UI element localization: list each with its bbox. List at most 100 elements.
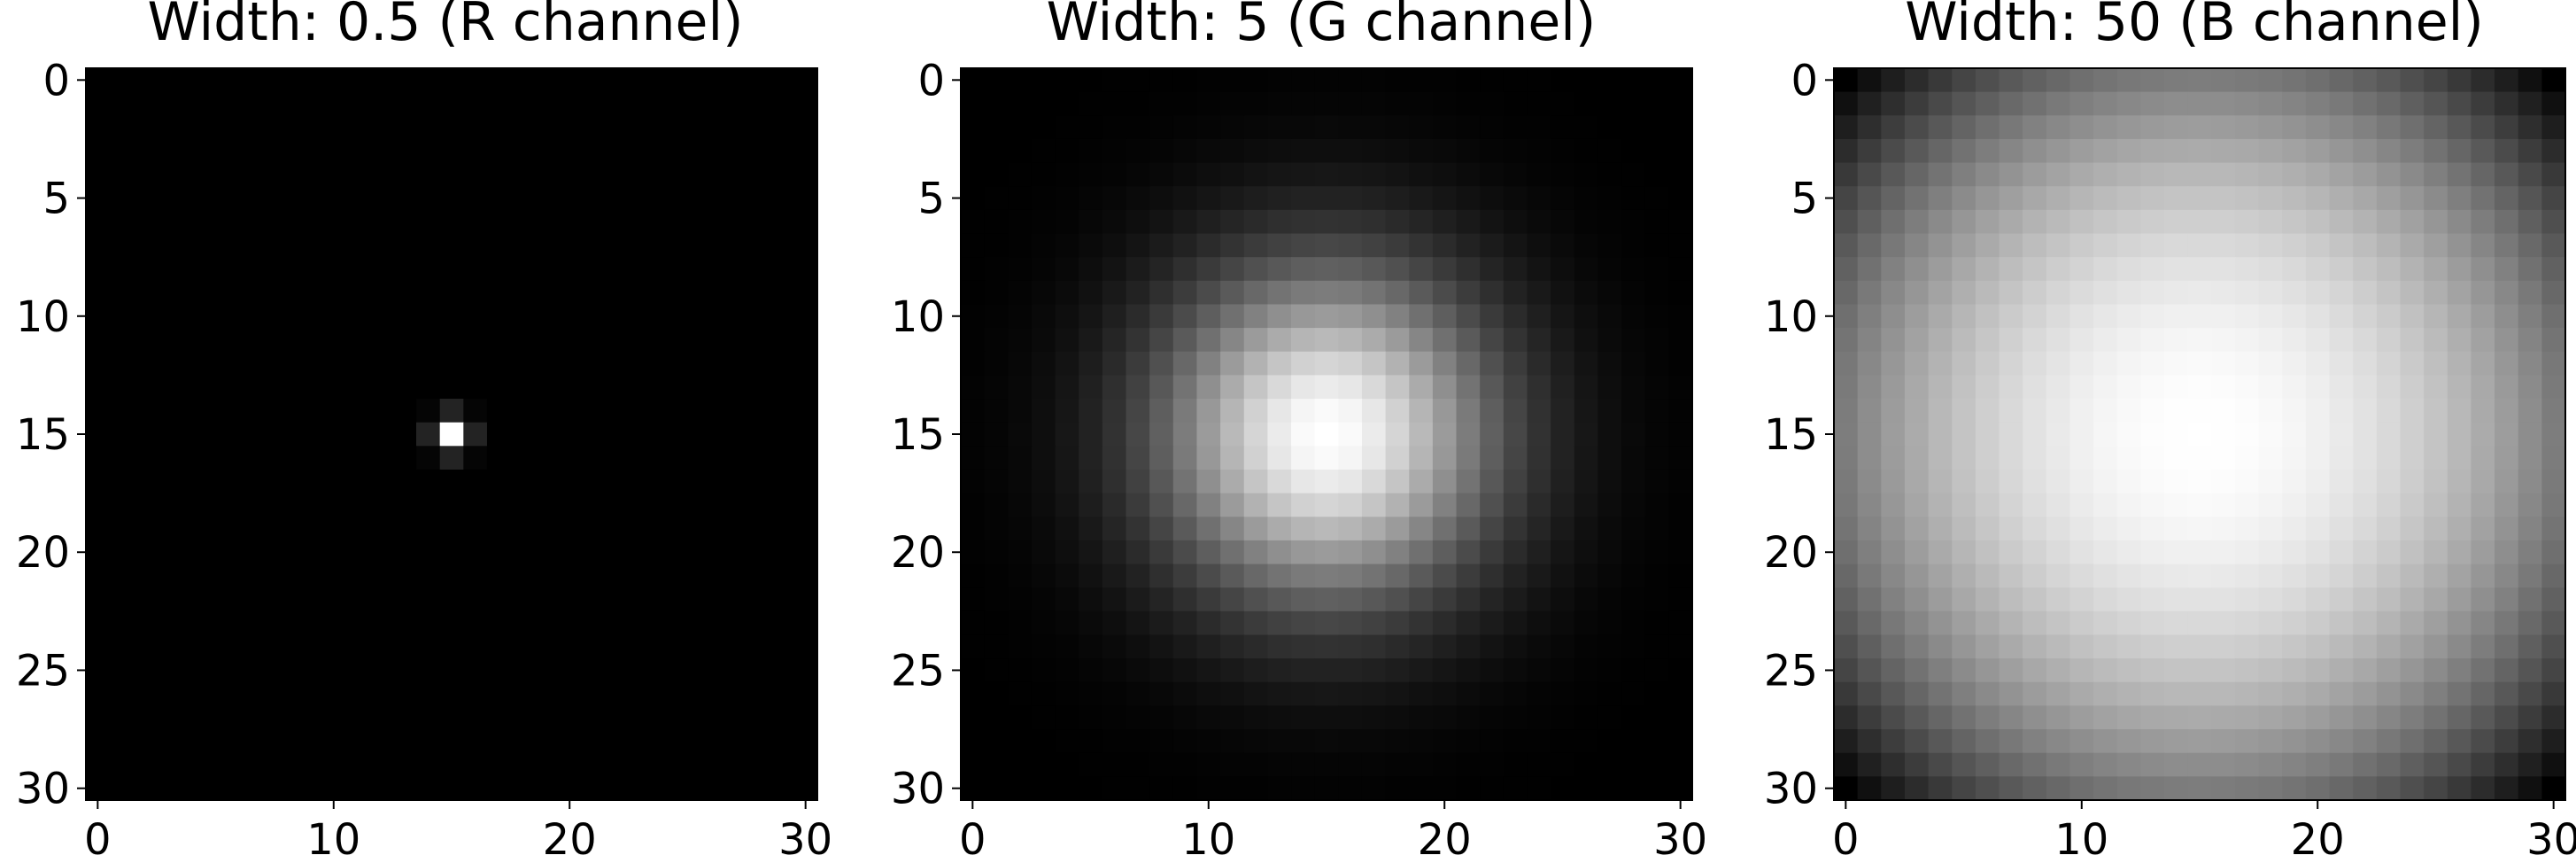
heatmap-cell <box>345 351 370 376</box>
heatmap-cell <box>439 351 464 376</box>
heatmap-cell <box>984 186 1009 211</box>
heatmap-cell <box>1361 399 1387 424</box>
heatmap-cell <box>1904 280 1930 306</box>
heatmap-cell <box>109 610 134 636</box>
heatmap-cell <box>2447 776 2472 801</box>
heatmap-cell <box>1172 162 1198 187</box>
heatmap-cell <box>416 209 441 235</box>
heatmap-cell <box>368 729 393 754</box>
heatmap-cell <box>699 351 724 376</box>
heatmap-cell <box>510 446 535 470</box>
heatmap-cell <box>1644 328 1669 353</box>
heatmap-cell <box>86 422 111 447</box>
heatmap-cell <box>1952 469 1976 494</box>
heatmap-cell <box>961 351 986 376</box>
heatmap-cell <box>156 540 182 565</box>
heatmap-cell <box>2187 399 2212 424</box>
heatmap-cell <box>1314 446 1339 470</box>
heatmap-cell <box>1857 399 1882 424</box>
heatmap-cell <box>793 257 818 282</box>
heatmap-cell <box>1172 610 1198 636</box>
heatmap-cell <box>2093 564 2118 588</box>
heatmap-cell <box>723 564 747 588</box>
heatmap-cell <box>2518 304 2542 329</box>
heatmap-cell <box>2211 209 2236 235</box>
heatmap-cell <box>2164 91 2189 116</box>
heatmap-cell <box>486 776 512 801</box>
heatmap-cell <box>2046 776 2071 801</box>
heatmap-cell <box>1456 681 1481 707</box>
heatmap-cell <box>1361 729 1387 754</box>
heatmap-cell <box>1456 752 1481 777</box>
heatmap-cell <box>2447 681 2472 707</box>
heatmap-cell <box>392 752 417 777</box>
heatmap-cell <box>1881 328 1906 353</box>
heatmap-cell <box>1267 517 1292 541</box>
heatmap-cell <box>1857 68 1882 93</box>
heatmap-cell <box>605 776 630 801</box>
heatmap-cell <box>156 493 182 517</box>
x-tick-label: 0 <box>1832 815 1860 863</box>
heatmap-cell <box>2093 469 2118 494</box>
heatmap-cell <box>1409 469 1434 494</box>
heatmap-cell <box>534 91 559 116</box>
heatmap-cell <box>1291 681 1316 707</box>
heatmap-cell <box>2234 587 2260 612</box>
heatmap-cell <box>2116 162 2141 187</box>
heatmap-cell <box>2116 351 2141 376</box>
heatmap-cell <box>2400 540 2425 565</box>
heatmap-cell <box>2023 469 2047 494</box>
heatmap-cell <box>1291 209 1316 235</box>
heatmap-cell <box>628 138 654 164</box>
heatmap-cell <box>1409 752 1434 777</box>
heatmap-cell <box>1574 729 1599 754</box>
heatmap-cell <box>275 587 299 612</box>
heatmap-cell <box>2541 610 2566 636</box>
heatmap-cell <box>2211 517 2236 541</box>
heatmap-cell <box>1338 162 1363 187</box>
heatmap-cell <box>2234 375 2260 400</box>
heatmap-cell <box>2211 681 2236 707</box>
heatmap-cell <box>227 681 252 707</box>
heatmap-cell <box>676 162 700 187</box>
heatmap-cell <box>1503 729 1528 754</box>
heatmap-cell <box>723 162 747 187</box>
heatmap-cell <box>2518 257 2542 282</box>
heatmap-cell <box>1432 186 1458 211</box>
heatmap-cell <box>770 304 794 329</box>
heatmap-cell <box>1243 752 1268 777</box>
heatmap-cell <box>392 91 417 116</box>
heatmap-cell <box>2046 233 2071 258</box>
heatmap-cell <box>1597 705 1622 730</box>
heatmap-cell <box>1267 446 1292 470</box>
heatmap-cell <box>1952 209 1976 235</box>
heatmap-cell <box>1503 304 1528 329</box>
heatmap-cell <box>1904 469 1930 494</box>
heatmap-cell <box>1409 186 1434 211</box>
heatmap-cell <box>2187 91 2212 116</box>
heatmap-cell <box>1621 186 1646 211</box>
heatmap-cell <box>2424 186 2448 211</box>
heatmap-cell <box>1857 587 1882 612</box>
heatmap-cell <box>1952 328 1976 353</box>
heatmap-cell <box>1055 540 1079 565</box>
heatmap-cell <box>2234 729 2260 754</box>
heatmap-cell <box>510 658 535 683</box>
heatmap-cell <box>1172 517 1198 541</box>
heatmap-cell <box>2518 729 2542 754</box>
heatmap-cell <box>2541 115 2566 140</box>
heatmap-cell <box>298 351 323 376</box>
heatmap-cell <box>251 540 275 565</box>
heatmap-cell <box>1574 257 1599 282</box>
heatmap-cell <box>1079 469 1103 494</box>
heatmap-cell <box>1409 729 1434 754</box>
heatmap-cell <box>2447 493 2472 517</box>
axes-frame <box>1833 67 2566 801</box>
heatmap-cell <box>1055 280 1079 306</box>
heatmap-cell <box>1527 422 1551 447</box>
heatmap-cell <box>1149 610 1174 636</box>
heatmap-cell <box>557 115 583 140</box>
heatmap-cell <box>2211 138 2236 164</box>
heatmap-cell <box>2211 634 2236 659</box>
heatmap-cell <box>793 634 818 659</box>
